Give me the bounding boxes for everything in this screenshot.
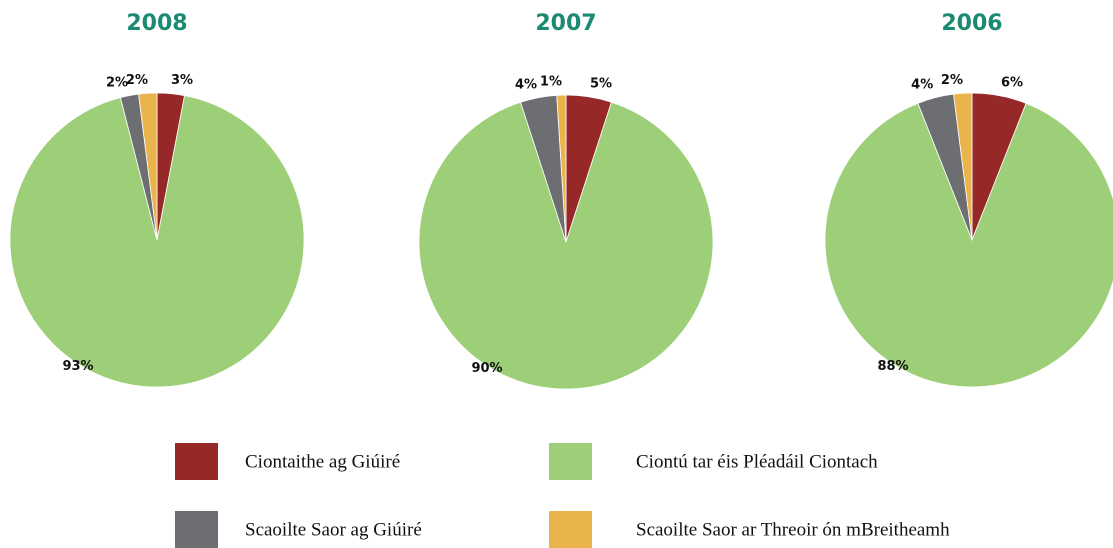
chart-title: 2006	[941, 11, 1002, 36]
data-label: 2%	[941, 73, 963, 88]
legend-label: Scaoilte Saor ar Threoir ón mBreitheamh	[636, 519, 950, 540]
data-label: 1%	[540, 75, 562, 90]
data-label: 90%	[471, 361, 502, 376]
chart-title: 2008	[126, 11, 187, 36]
pie-slice	[418, 101, 714, 390]
legend-swatch	[175, 511, 218, 548]
data-label: 88%	[877, 359, 908, 374]
legend-swatch	[549, 443, 592, 480]
legend-label: Ciontú tar éis Pléadáil Ciontach	[636, 451, 878, 472]
data-label: 4%	[515, 77, 537, 92]
legend-swatch	[549, 511, 592, 548]
pie-slice	[824, 102, 1113, 388]
data-label: 93%	[62, 359, 93, 374]
data-label: 5%	[590, 76, 612, 91]
legend-label: Scaoilte Saor ag Giúiré	[245, 519, 422, 540]
pie-slice	[953, 92, 973, 241]
data-label: 6%	[1001, 75, 1023, 90]
pie-slice	[9, 95, 305, 388]
data-label: 2%	[126, 73, 148, 88]
pie-slice	[138, 92, 158, 241]
pie-slice	[556, 94, 567, 243]
legend-swatch	[175, 443, 218, 480]
legend-label: Ciontaithe ag Giúiré	[245, 451, 400, 472]
data-label: 2%	[106, 75, 128, 90]
chart-title: 2007	[535, 11, 596, 36]
data-label: 3%	[171, 73, 193, 88]
data-label: 4%	[911, 78, 933, 93]
